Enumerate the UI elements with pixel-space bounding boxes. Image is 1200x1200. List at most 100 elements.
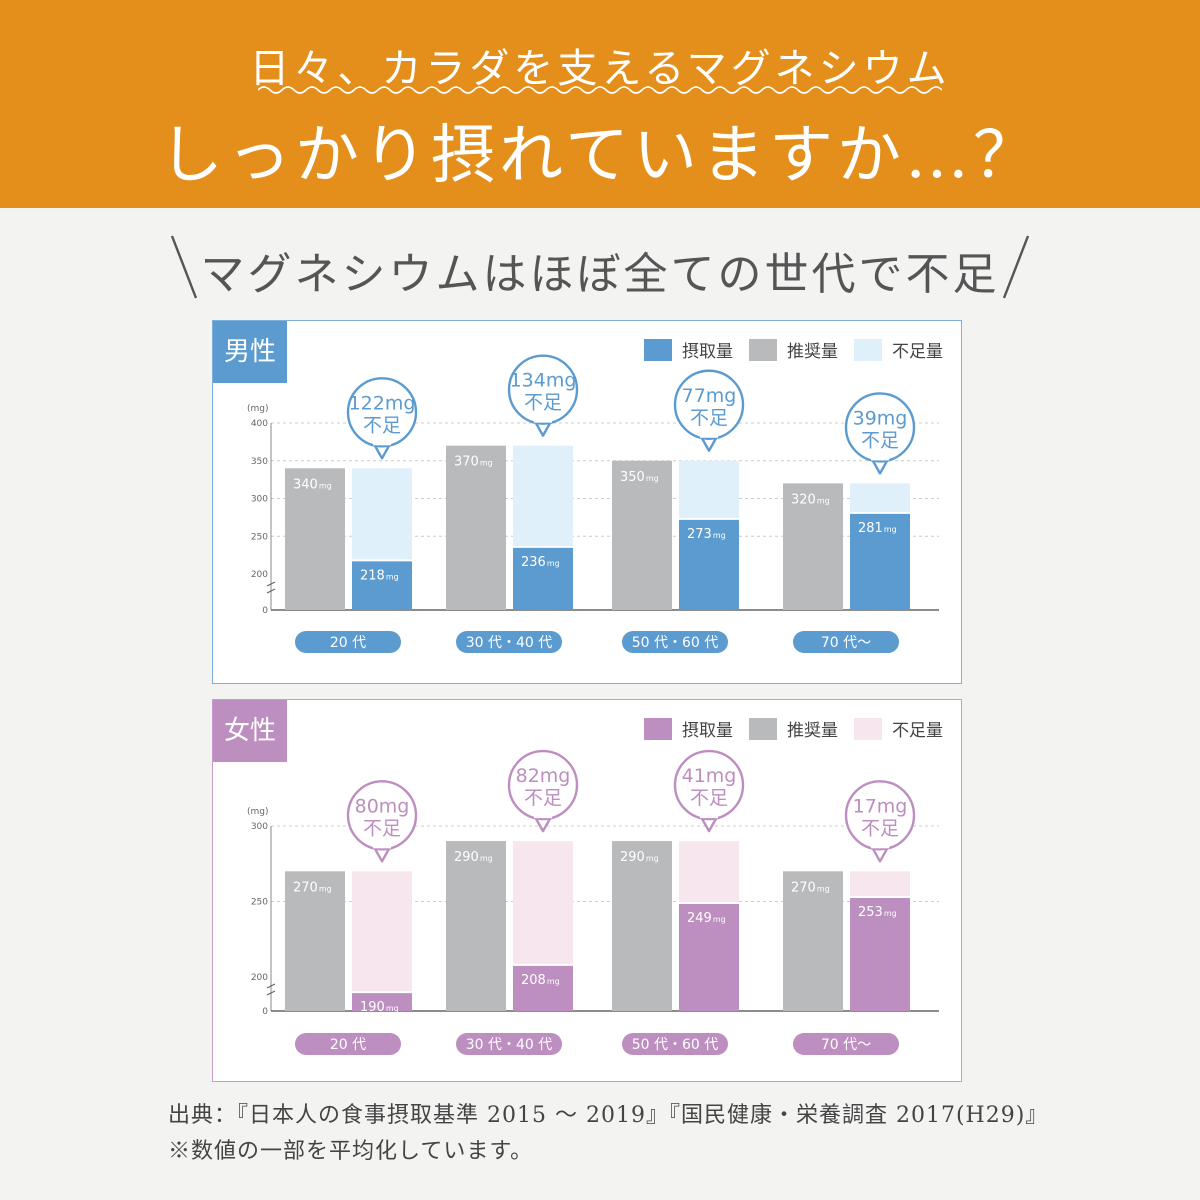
- bar-label-unit: mg: [386, 1004, 399, 1013]
- bar-label-intake: 236mg: [521, 555, 560, 570]
- y-tick-label: 400: [251, 419, 268, 429]
- y-axis-unit-label: (mg): [247, 807, 269, 817]
- bubble-shortage-word: 不足: [363, 414, 401, 436]
- bar-label-recommended: 290mg: [454, 850, 493, 865]
- bubble-circle: [346, 780, 418, 851]
- source-note: 出典：『日本人の食事摂取基準 2015 ～ 2019』『国民健康・栄養調査 20…: [168, 1098, 1048, 1170]
- bar-label-intake: 208mg: [521, 973, 560, 988]
- bubble-amount: 77mg: [682, 385, 737, 407]
- bar-label-unit: mg: [319, 884, 332, 893]
- y-tick-label: 0: [262, 1007, 268, 1017]
- legend-swatch-shortage: [854, 338, 882, 361]
- bar-label-unit: mg: [817, 884, 830, 893]
- source-citation: 出典：『日本人の食事摂取基準 2015 ～ 2019』『国民健康・栄養調査 20…: [168, 1103, 1049, 1128]
- bubble-circle: [507, 749, 579, 821]
- bar-label-unit: mg: [480, 459, 493, 468]
- axis-break-mark: [266, 983, 276, 996]
- bar-recommended: [285, 468, 345, 610]
- bubble-amount: 41mg: [682, 765, 737, 787]
- subheading: マグネシウムはほぼ全ての世代で不足: [200, 249, 1000, 300]
- legend-label-shortage: 不足量: [892, 342, 943, 362]
- category-pill: [622, 631, 728, 653]
- male-chart-panel: 男性 摂取量 推奨量 不足量 (mg) 400 350 300 250 200 0 340mg…: [212, 320, 962, 684]
- y-tick-label: 0: [262, 606, 268, 616]
- legend-recommended: 推奨量: [749, 716, 838, 741]
- legend-label-intake: 摂取量: [682, 342, 733, 362]
- category-label: 70 代〜: [821, 1037, 871, 1053]
- bubble-amount: 39mg: [853, 407, 908, 429]
- legend-label-recommended: 推奨量: [787, 342, 838, 362]
- bar-label-unit: mg: [713, 531, 726, 540]
- male-legend: 摂取量 推奨量 不足量: [644, 337, 943, 362]
- bar-label-intake: 273mg: [687, 527, 726, 542]
- bar-label-unit: mg: [646, 474, 659, 483]
- bar-recommended: [612, 460, 672, 610]
- bar-recommended: [783, 871, 843, 1011]
- category-pill: [793, 1033, 899, 1055]
- category-label: 30 代・40 代: [466, 1037, 553, 1053]
- bar-label-intake: 190mg: [360, 1000, 399, 1015]
- axis-break-mark: [266, 581, 276, 594]
- right-slash-decoration: [1002, 235, 1030, 299]
- bubble-amount: 122mg: [349, 392, 416, 414]
- bar-label-intake: 249mg: [687, 911, 726, 926]
- legend-recommended: 推奨量: [749, 337, 838, 362]
- bar-label-unit: mg: [817, 496, 830, 505]
- bar-label-unit: mg: [319, 481, 332, 490]
- bubble-tail-mask: [373, 440, 391, 446]
- legend-label-shortage: 不足量: [892, 721, 943, 741]
- bar-intake: [352, 560, 412, 610]
- bar-recommended: [612, 841, 672, 1011]
- category-label: 30 代・40 代: [466, 635, 553, 651]
- bubble-shortage-word: 不足: [690, 407, 728, 429]
- bar-recommended: [783, 483, 843, 610]
- bubble-shortage-word: 不足: [524, 787, 562, 809]
- bar-label-intake: 253mg: [858, 905, 897, 920]
- bubble-circle: [844, 392, 916, 463]
- bar-label-recommended: 270mg: [293, 880, 332, 895]
- bar-shortage: [352, 871, 412, 1011]
- female-chart-panel: 女性 摂取量 推奨量 不足量 (mg) 300 250 200 0 270mg 190mg 8…: [212, 699, 962, 1082]
- category-pill: [456, 631, 562, 653]
- bubble-shortage-word: 不足: [861, 817, 899, 839]
- category-pill: [793, 631, 899, 653]
- y-tick-label: 250: [251, 898, 268, 908]
- bar-intake: [850, 512, 910, 610]
- legend-intake: 摂取量: [644, 337, 733, 362]
- bar-recommended: [446, 841, 506, 1011]
- bubble-circle: [673, 369, 745, 440]
- bar-label-unit: mg: [547, 977, 560, 986]
- bar-intake: [352, 992, 412, 1011]
- bubble-tail-mask: [700, 432, 718, 438]
- left-slash-decoration: [170, 235, 198, 299]
- category-label: 20 代: [330, 635, 366, 651]
- legend-swatch-recommended: [749, 717, 777, 740]
- bar-label-recommended: 340mg: [293, 477, 332, 492]
- bar-intake: [513, 964, 573, 1011]
- bar-label-recommended: 270mg: [791, 880, 830, 895]
- bubble-tail-mask: [534, 813, 552, 819]
- legend-swatch-intake: [644, 338, 672, 361]
- bar-label-recommended: 370mg: [454, 455, 493, 470]
- bubble-amount: 134mg: [510, 370, 577, 392]
- bubble-circle: [346, 377, 418, 448]
- male-bar-chart: (mg)4003503002502000340mg218mg122mg不足20 …: [247, 354, 939, 653]
- bubble-shortage-word: 不足: [690, 787, 728, 809]
- y-tick-label: 200: [251, 973, 268, 983]
- legend-intake: 摂取量: [644, 716, 733, 741]
- bubble-tail-mask: [871, 843, 889, 849]
- bar-label-unit: mg: [547, 559, 560, 568]
- bar-label-unit: mg: [646, 854, 659, 863]
- bubble-tail-mask: [373, 843, 391, 849]
- bar-intake: [850, 896, 910, 1011]
- category-pill: [622, 1033, 728, 1055]
- bar-label-unit: mg: [386, 572, 399, 581]
- bubble-amount: 17mg: [853, 795, 908, 817]
